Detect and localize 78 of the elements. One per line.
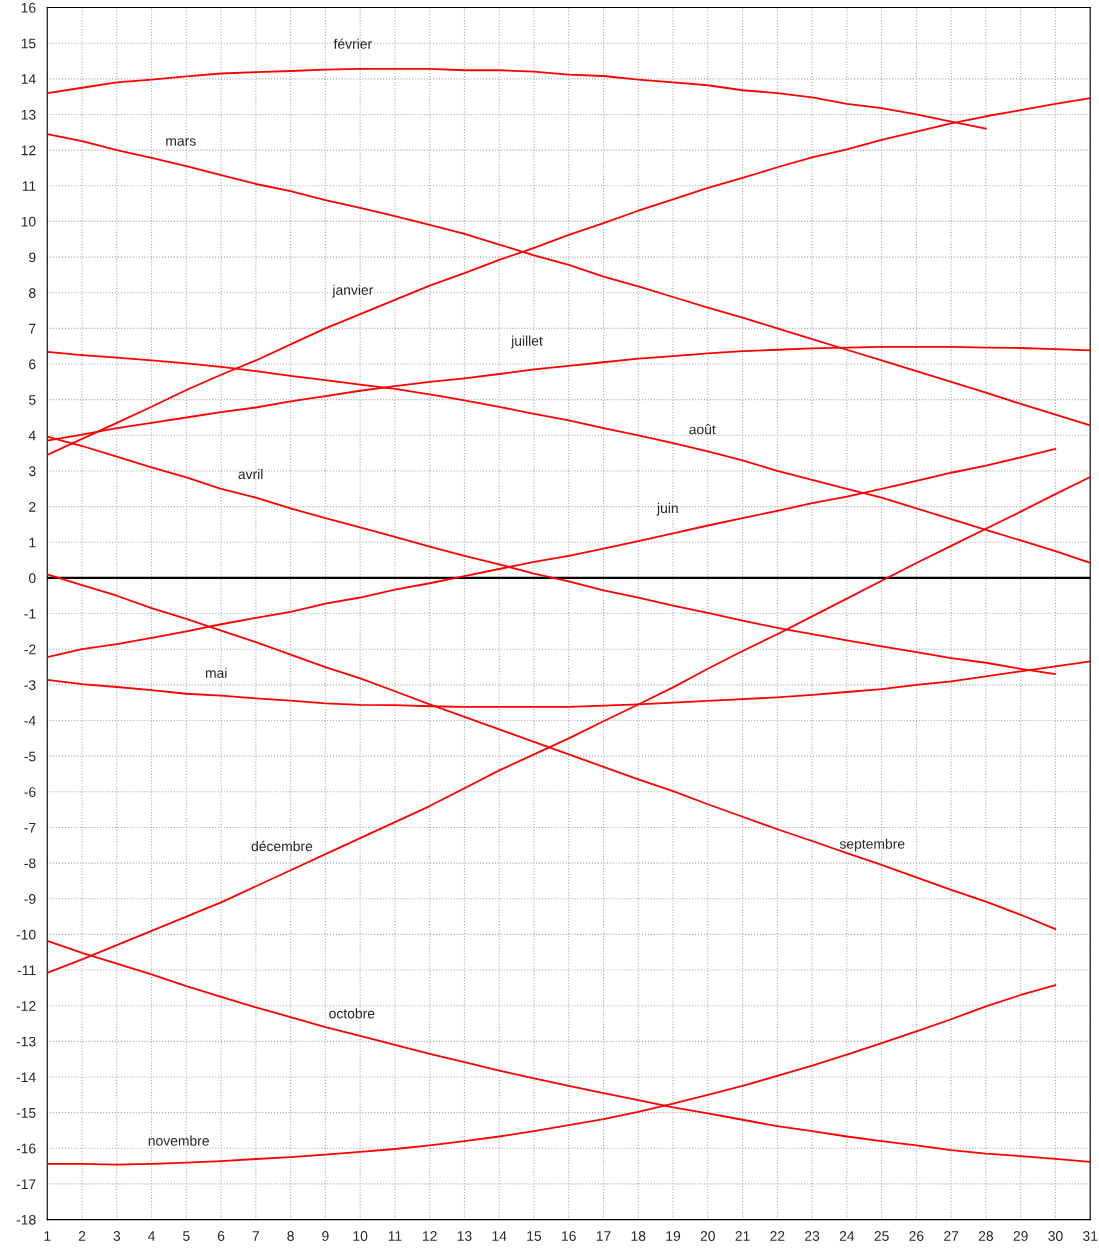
x-tick-label: 29 <box>1013 1231 1028 1241</box>
series-label: février <box>333 38 372 49</box>
y-tick-label: -16 <box>16 1143 36 1154</box>
x-tick-label: 25 <box>874 1231 889 1241</box>
y-tick-label: -18 <box>16 1214 36 1225</box>
x-tick-label: 31 <box>1083 1231 1098 1241</box>
y-tick-label: -12 <box>16 1001 36 1011</box>
x-tick-label: 23 <box>805 1231 820 1241</box>
series-label: novembre <box>148 1135 209 1146</box>
x-tick-label: 15 <box>527 1231 542 1241</box>
y-tick-label: 12 <box>21 145 36 156</box>
x-tick-label: 11 <box>388 1231 402 1241</box>
x-tick-label: 5 <box>183 1231 190 1241</box>
x-tick-label: 8 <box>287 1231 294 1241</box>
x-tick-label: 2 <box>78 1231 86 1241</box>
x-tick-label: 16 <box>562 1231 576 1241</box>
y-tick-label: 14 <box>21 74 36 84</box>
x-tick-label: 17 <box>596 1231 611 1241</box>
series-label: mai <box>205 667 227 678</box>
x-tick-label: 26 <box>909 1231 924 1241</box>
x-tick-label: 22 <box>770 1231 785 1241</box>
y-tick-label: 6 <box>29 359 36 370</box>
x-tick-label: 9 <box>322 1231 329 1241</box>
x-tick-label: 13 <box>457 1231 472 1241</box>
series-label: juin <box>656 502 678 516</box>
y-tick-label: -7 <box>24 822 36 833</box>
y-tick-label: -5 <box>24 751 36 762</box>
y-tick-label: -14 <box>16 1072 36 1083</box>
y-tick-label: -2 <box>24 644 36 655</box>
y-tick-label: 1 <box>29 537 36 548</box>
series-label: octobre <box>329 1008 375 1019</box>
y-tick-label: 9 <box>29 252 36 263</box>
y-tick-label: 4 <box>28 430 36 441</box>
y-tick-label: 3 <box>28 466 36 477</box>
y-tick-label: -4 <box>24 715 36 726</box>
y-tick-label: -15 <box>16 1108 36 1118</box>
y-tick-label: -6 <box>24 787 36 797</box>
x-tick-label: 4 <box>148 1231 156 1241</box>
series-label: août <box>689 424 716 435</box>
series-label: septembre <box>839 838 905 852</box>
y-tick-label: 5 <box>28 395 36 405</box>
x-tick-label: 1 <box>44 1231 51 1241</box>
y-tick-label: 13 <box>21 109 36 120</box>
x-tick-label: 10 <box>353 1231 368 1241</box>
y-tick-label: 0 <box>28 573 36 584</box>
y-tick-label: 16 <box>21 2 36 13</box>
x-tick-label: 7 <box>252 1231 260 1241</box>
y-tick-label: -8 <box>24 858 36 869</box>
series-label: janvier <box>332 284 374 298</box>
x-tick-label: 14 <box>492 1231 507 1241</box>
x-tick-label: 3 <box>113 1231 121 1241</box>
x-tick-label: 18 <box>631 1231 646 1241</box>
y-tick-label: -1 <box>24 609 36 619</box>
x-tick-label: 28 <box>978 1231 994 1241</box>
y-tick-label: 8 <box>29 288 36 298</box>
x-tick-label: 24 <box>839 1231 855 1241</box>
series-label: avril <box>238 468 263 480</box>
y-tick-label: -3 <box>24 680 36 691</box>
series-label: décembre <box>251 840 313 852</box>
y-tick-label: -11 <box>17 965 36 976</box>
y-tick-label: -9 <box>24 894 36 904</box>
y-tick-label: -13 <box>16 1036 36 1047</box>
y-tick-label: -17 <box>16 1179 36 1189</box>
x-tick-label: 30 <box>1048 1231 1063 1241</box>
y-tick-label: 7 <box>29 323 36 334</box>
series-label: mars <box>166 138 196 146</box>
x-tick-label: 21 <box>735 1231 750 1241</box>
y-tick-label: 11 <box>22 181 36 191</box>
x-tick-label: 6 <box>217 1231 225 1241</box>
x-tick-label: 27 <box>944 1231 959 1241</box>
x-tick-label: 12 <box>423 1231 437 1241</box>
y-tick-label: -10 <box>16 929 36 940</box>
series-label: juillet <box>510 335 543 349</box>
x-tick-label: 19 <box>666 1231 681 1241</box>
y-tick-label: 2 <box>29 501 36 512</box>
y-tick-label: 15 <box>21 38 36 49</box>
x-tick-label: 20 <box>700 1231 715 1241</box>
y-tick-label: 10 <box>21 216 36 227</box>
